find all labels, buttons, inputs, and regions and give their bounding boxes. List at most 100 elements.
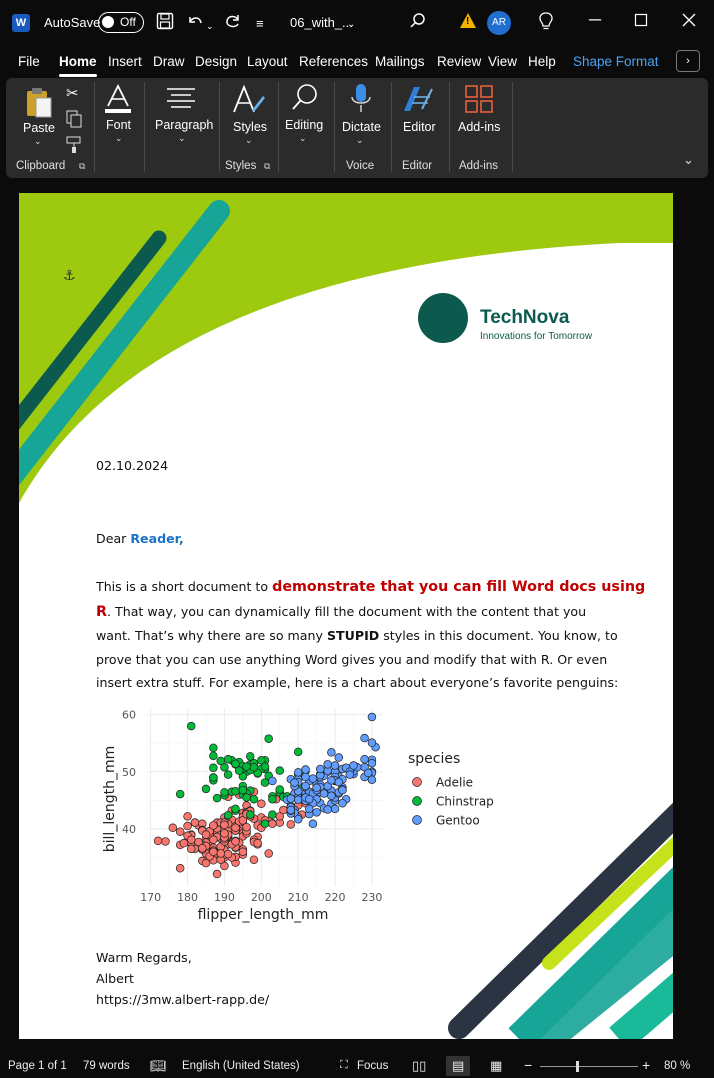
styles-label[interactable]: Styles bbox=[233, 120, 268, 134]
word-count[interactable]: 79 words bbox=[83, 1060, 130, 1072]
focus-icon[interactable]: ⛶ bbox=[340, 1059, 348, 1071]
data-point-chinstrap bbox=[209, 751, 218, 761]
search-icon[interactable] bbox=[409, 12, 427, 35]
font-label[interactable]: Font bbox=[106, 118, 132, 132]
zoom-in-icon[interactable]: + bbox=[642, 1057, 651, 1073]
tab-layout[interactable]: Layout bbox=[247, 54, 288, 69]
chart-points bbox=[153, 712, 380, 879]
chart-legend: Adelie Chinstrap Gentoo bbox=[412, 776, 494, 828]
minimize-icon[interactable]: ─ bbox=[589, 10, 602, 29]
font-icon[interactable] bbox=[103, 83, 133, 119]
tab-review[interactable]: Review bbox=[437, 54, 482, 69]
x-tick-label: 170 bbox=[140, 891, 161, 904]
editor-label[interactable]: Editor bbox=[403, 120, 436, 134]
ribbon-separator bbox=[144, 82, 145, 172]
editing-dropdown-icon[interactable]: ⌄ bbox=[299, 133, 307, 143]
autosave-toggle[interactable]: Off bbox=[98, 12, 144, 33]
editing-search-icon[interactable] bbox=[290, 82, 320, 117]
font-dropdown-icon[interactable]: ⌄ bbox=[115, 133, 123, 143]
styles-dropdown-icon[interactable]: ⌄ bbox=[245, 135, 253, 145]
document-name[interactable]: 06_with_... bbox=[290, 15, 353, 30]
maximize-icon[interactable] bbox=[634, 12, 648, 32]
addins-label[interactable]: Add-ins bbox=[458, 120, 501, 134]
redo-icon[interactable] bbox=[224, 12, 242, 35]
more-tabs-button[interactable]: › bbox=[676, 50, 700, 72]
paste-label[interactable]: Paste bbox=[23, 121, 55, 135]
format-painter-icon[interactable] bbox=[66, 136, 82, 159]
ribbon-separator bbox=[278, 82, 279, 172]
focus-mode-label[interactable]: Focus bbox=[357, 1060, 389, 1072]
tab-home[interactable]: Home bbox=[59, 54, 97, 69]
lightbulb-icon[interactable] bbox=[538, 12, 554, 37]
undo-icon[interactable] bbox=[186, 12, 204, 35]
editor-icon[interactable] bbox=[402, 83, 434, 120]
para-text: This is a short document to bbox=[96, 579, 273, 594]
paragraph-dropdown-icon[interactable]: ⌄ bbox=[178, 133, 186, 143]
dictate-label[interactable]: Dictate bbox=[342, 120, 381, 134]
tab-draw[interactable]: Draw bbox=[153, 54, 185, 69]
legend-key bbox=[412, 777, 422, 787]
signature-url[interactable]: https://3mw.albert-rapp.de/ bbox=[96, 992, 270, 1007]
clipboard-launcher-icon[interactable]: ⧉ bbox=[79, 161, 86, 171]
tab-design[interactable]: Design bbox=[195, 54, 238, 69]
paragraph-label[interactable]: Paragraph bbox=[155, 118, 214, 132]
y-tick-label: 60 bbox=[122, 709, 136, 722]
paragraph-icon[interactable] bbox=[165, 86, 197, 117]
data-point-adelie bbox=[198, 844, 207, 853]
editing-label[interactable]: Editing bbox=[285, 118, 324, 132]
undo-dropdown-icon[interactable]: ⌄ bbox=[206, 21, 214, 31]
tab-file[interactable]: File bbox=[18, 54, 40, 69]
data-point-gentoo bbox=[327, 791, 336, 801]
zoom-out-icon[interactable]: − bbox=[524, 1057, 533, 1073]
data-point-chinstrap bbox=[220, 762, 229, 772]
tab-help[interactable]: Help bbox=[528, 54, 556, 69]
copy-icon[interactable] bbox=[66, 110, 82, 133]
paragraph-line: want. That’s why there are so many STUPI… bbox=[96, 624, 645, 648]
data-point-adelie bbox=[186, 835, 196, 845]
print-layout-icon[interactable]: ▤ bbox=[452, 1058, 465, 1073]
styles-icon[interactable] bbox=[232, 84, 266, 121]
data-point-chinstrap bbox=[242, 762, 251, 771]
tab-references[interactable]: References bbox=[299, 54, 369, 69]
user-avatar[interactable]: AR bbox=[487, 11, 511, 35]
microphone-icon[interactable] bbox=[350, 83, 372, 120]
tab-insert[interactable]: Insert bbox=[108, 54, 142, 69]
customize-toolbar-icon[interactable]: ≡ bbox=[256, 16, 264, 31]
zoom-slider-track[interactable] bbox=[540, 1066, 638, 1067]
save-icon[interactable] bbox=[156, 12, 174, 35]
close-icon[interactable] bbox=[682, 12, 696, 32]
proofing-icon[interactable]: 📖︎ bbox=[150, 1058, 167, 1073]
tab-view[interactable]: View bbox=[488, 54, 518, 69]
document-page[interactable]: ⚓ TechNova Innovations for Tomorrow 02.1… bbox=[19, 193, 673, 1039]
cut-icon[interactable]: ✂ bbox=[66, 85, 79, 102]
data-point-chinstrap bbox=[293, 747, 303, 757]
paste-dropdown-icon[interactable]: ⌄ bbox=[34, 136, 42, 146]
x-tick-label: 190 bbox=[214, 891, 235, 904]
collapse-ribbon-icon[interactable]: ⌄ bbox=[683, 152, 694, 167]
addins-icon[interactable] bbox=[464, 84, 494, 119]
data-point-chinstrap bbox=[212, 793, 222, 803]
penguin-scatter-chart[interactable]: 170 180 190 200 210 220 230 40 50 60 flipper_len… bbox=[97, 703, 517, 923]
active-tab-indicator bbox=[59, 74, 97, 77]
data-point-chinstrap bbox=[246, 810, 255, 819]
anchor-icon[interactable]: ⚓ bbox=[63, 267, 76, 283]
dictate-dropdown-icon[interactable]: ⌄ bbox=[356, 135, 364, 145]
data-point-adelie bbox=[220, 861, 229, 871]
legend-label: Adelie bbox=[436, 776, 473, 790]
zoom-slider-thumb[interactable] bbox=[576, 1061, 579, 1072]
ribbon-separator bbox=[219, 82, 220, 172]
page-count[interactable]: Page 1 of 1 bbox=[8, 1060, 67, 1072]
tab-shape-format[interactable]: Shape Format bbox=[573, 54, 659, 69]
data-point-adelie bbox=[179, 838, 189, 848]
doc-name-chevron-icon[interactable]: ⌄ bbox=[347, 19, 356, 30]
language-status[interactable]: English (United States) bbox=[182, 1060, 300, 1072]
tab-mailings[interactable]: Mailings bbox=[375, 54, 425, 69]
data-point-gentoo bbox=[286, 794, 296, 803]
warning-icon[interactable]: ! bbox=[460, 13, 476, 28]
styles-launcher-icon[interactable]: ⧉ bbox=[264, 161, 271, 171]
web-layout-icon[interactable]: ▦ bbox=[490, 1058, 503, 1073]
data-point-gentoo bbox=[364, 768, 373, 778]
read-mode-icon[interactable]: ▯▯ bbox=[412, 1058, 427, 1073]
paste-icon[interactable] bbox=[24, 86, 54, 125]
zoom-level[interactable]: 80 % bbox=[664, 1060, 691, 1072]
